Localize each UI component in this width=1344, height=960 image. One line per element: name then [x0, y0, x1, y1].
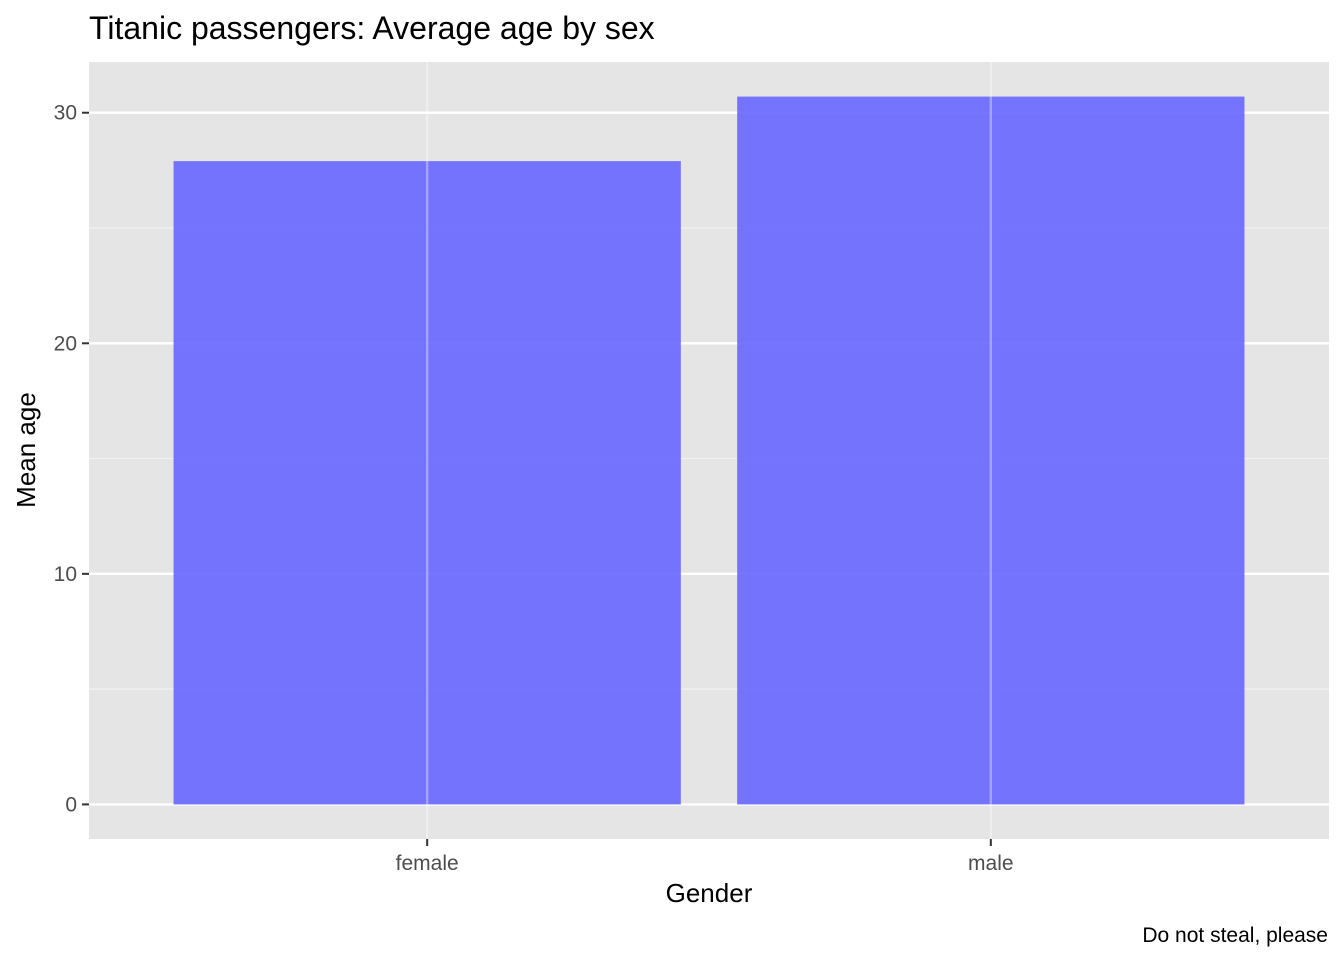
bar-female — [173, 161, 681, 805]
y-axis-title: Mean age — [11, 392, 41, 508]
x-tick-label: female — [396, 852, 459, 875]
bars — [173, 96, 1245, 805]
x-axis-title: Gender — [666, 878, 753, 908]
y-tick-label: 20 — [54, 332, 77, 355]
y-tick-label: 10 — [54, 563, 77, 586]
bar-male — [737, 96, 1245, 805]
x-gridlines — [425, 62, 993, 839]
y-tick-label: 30 — [54, 102, 77, 125]
y-axis: 0 10 20 30 — [54, 102, 89, 816]
chart-title: Titanic passengers: Average age by sex — [89, 10, 655, 46]
x-tick-label: male — [968, 852, 1014, 875]
y-tick-label: 0 — [65, 793, 77, 816]
chart-caption: Do not steal, please — [1142, 924, 1328, 947]
x-axis: female male — [396, 839, 1014, 875]
